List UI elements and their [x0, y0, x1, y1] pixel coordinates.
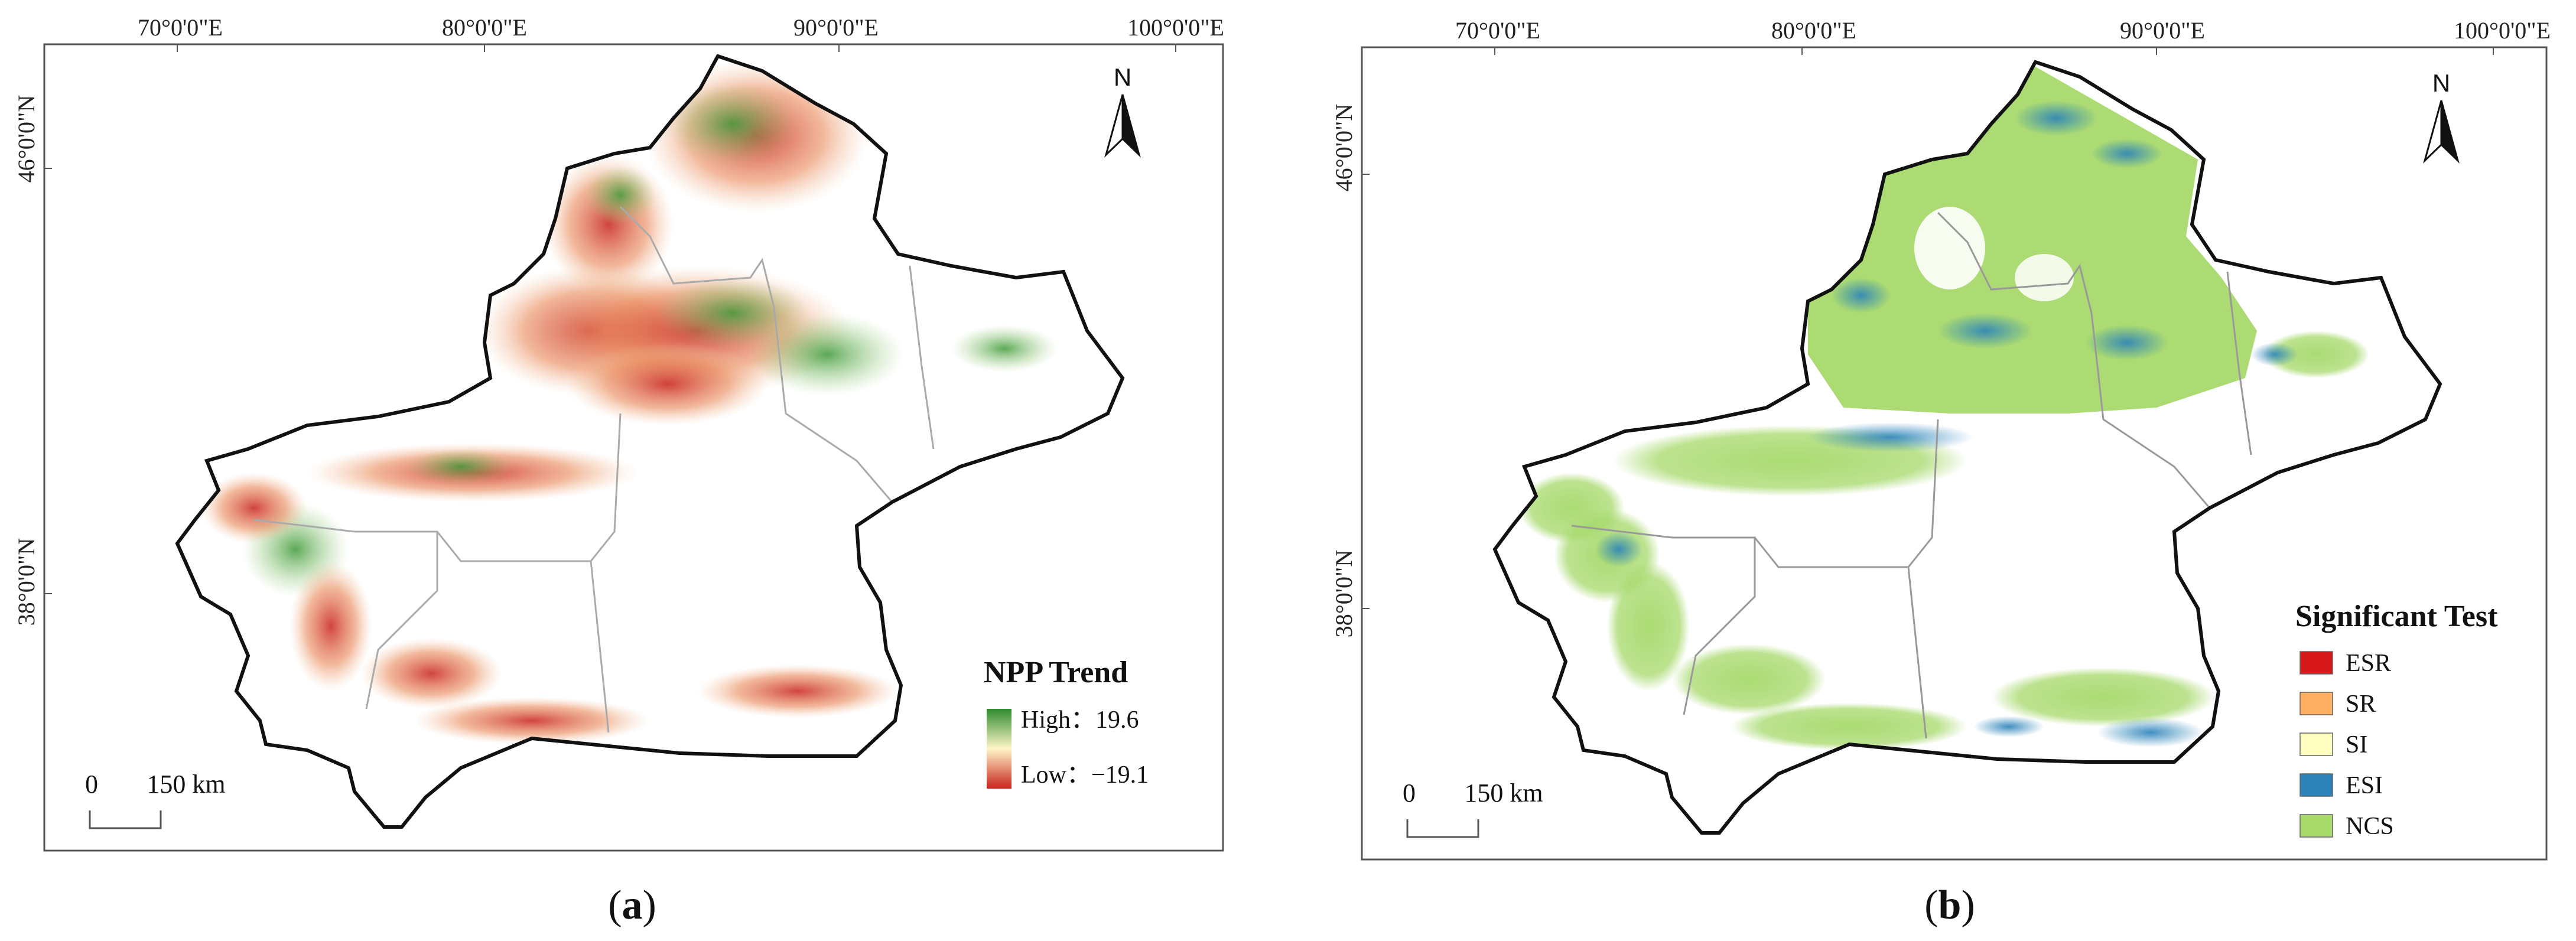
- longitude-ticks: 70°0'0"E 80°0'0"E 90°0'0"E 100°0'0"E: [1455, 17, 2551, 55]
- legend-high-label: High：19.6: [1021, 706, 1139, 734]
- legend-title: Significant Test: [2295, 600, 2498, 633]
- panel-caption: (b): [1924, 883, 1975, 928]
- north-label: N: [2432, 69, 2450, 97]
- lat-tick-label: 38°0'0"N: [1331, 550, 1357, 637]
- legend-swatch: [2299, 773, 2333, 797]
- region-map: [1492, 60, 2442, 835]
- scale-label: 150 km: [147, 770, 225, 799]
- lat-tick-label: 46°0'0"N: [13, 95, 40, 183]
- legend-title: NPP Trend: [984, 656, 1128, 689]
- legend-item-si: SI: [2299, 731, 2367, 758]
- lon-tick-label: 90°0'0"E: [793, 14, 879, 41]
- legend-low-label: Low：−19.1: [1021, 761, 1149, 789]
- lat-tick-label: 38°0'0"N: [13, 538, 40, 626]
- panel-a: 70°0'0"E 80°0'0"E 90°0'0"E 100°0'0"E 46°…: [13, 14, 1224, 928]
- north-arrow-icon: N: [1104, 63, 1141, 158]
- legend-swatch: [2299, 814, 2333, 838]
- lon-tick-label: 80°0'0"E: [442, 14, 527, 41]
- scale-label: 150 km: [1464, 779, 1543, 807]
- legend: Significant Test ESR SR SI ESI NCS: [2295, 600, 2498, 840]
- legend-color-ramp: [987, 709, 1011, 789]
- legend-swatch: [2299, 732, 2333, 756]
- scale-zero: 0: [85, 770, 98, 799]
- scale-bar: 0 150 km: [1403, 779, 1543, 838]
- latitude-ticks: 46°0'0"N 38°0'0"N: [1331, 104, 1370, 637]
- north-label: N: [1114, 63, 1131, 91]
- legend: NPP Trend High：19.6 Low：−19.1: [984, 656, 1149, 789]
- legend-item-esr: ESR: [2299, 650, 2391, 677]
- lon-tick-label: 80°0'0"E: [1771, 17, 1856, 44]
- lon-tick-label: 70°0'0"E: [1455, 17, 1540, 44]
- panel-b: 70°0'0"E 80°0'0"E 90°0'0"E 100°0'0"E 46°…: [1331, 17, 2551, 928]
- legend-label: SI: [2346, 731, 2367, 758]
- lon-tick-label: 100°0'0"E: [1127, 14, 1224, 41]
- scale-zero: 0: [1403, 779, 1416, 807]
- latitude-ticks: 46°0'0"N 38°0'0"N: [13, 95, 52, 626]
- legend-item-sr: SR: [2299, 691, 2376, 718]
- legend-swatch: [2299, 692, 2333, 715]
- legend-label: ESR: [2346, 650, 2391, 677]
- legend-item-esi: ESI: [2299, 772, 2383, 799]
- panel-caption: (a): [608, 883, 656, 928]
- lon-tick-label: 100°0'0"E: [2454, 17, 2551, 44]
- legend-swatch: [2299, 651, 2333, 675]
- legend-item-ncs: NCS: [2299, 813, 2394, 840]
- north-arrow-icon: N: [2423, 69, 2460, 164]
- legend-label: ESI: [2346, 772, 2383, 799]
- longitude-ticks: 70°0'0"E 80°0'0"E 90°0'0"E 100°0'0"E: [138, 14, 1224, 52]
- legend-label: NCS: [2346, 813, 2394, 840]
- lon-tick-label: 70°0'0"E: [138, 14, 223, 41]
- lat-tick-label: 46°0'0"N: [1331, 104, 1357, 191]
- legend-label: SR: [2346, 691, 2376, 718]
- lon-tick-label: 90°0'0"E: [2120, 17, 2205, 44]
- scale-bar: 0 150 km: [85, 770, 226, 829]
